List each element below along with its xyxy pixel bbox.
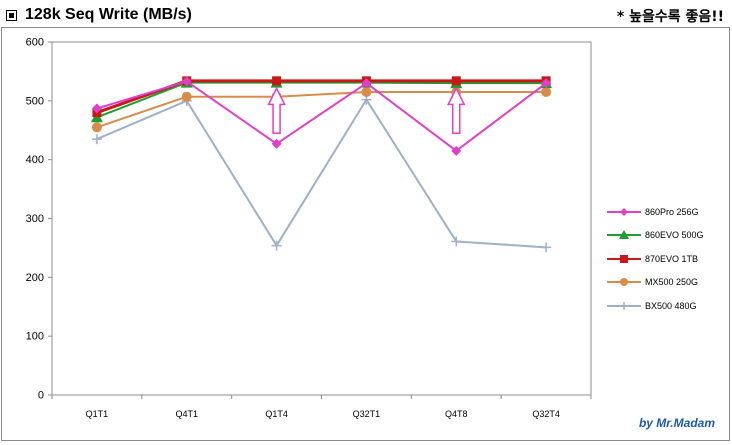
legend-item-bx500-480g: BX500 480G	[607, 294, 717, 318]
data-point-870evo-1tb	[451, 76, 461, 86]
legend-marker	[620, 254, 628, 263]
chart-note: * 높을수록 좋음!!	[616, 9, 724, 25]
data-point-860pro-256g	[91, 103, 102, 114]
y-tick-label: 400	[26, 154, 44, 166]
square-bullet-icon	[6, 9, 17, 21]
x-tick-label: Q4T1	[175, 409, 198, 419]
chart-legend: 860Pro 256G 860EVO 500G 870EVO 1TB MX500 25…	[607, 200, 717, 318]
x-tick-label: Q1T4	[265, 409, 288, 419]
data-point-860pro-256g	[271, 138, 282, 149]
legend-label: BX500 480G	[645, 300, 697, 311]
series-line-bx500-480g	[96, 98, 547, 249]
data-point-860pro-256g	[361, 78, 372, 89]
data-point-bx500-480g	[541, 242, 552, 253]
chart-title: 128k Seq Write (MB/s)	[25, 6, 192, 23]
legend-label: 870EVO 1TB	[645, 253, 699, 264]
data-point-870evo-1tb	[272, 76, 282, 86]
x-tick-label: Q1T1	[86, 409, 109, 419]
legend-swatch	[607, 230, 641, 240]
data-point-860pro-256g	[541, 78, 552, 89]
data-point-bx500-480g	[91, 134, 102, 145]
legend-label: MX500 250G	[645, 277, 699, 288]
series-line-860evo-500g	[96, 81, 547, 119]
y-tick-label: 500	[26, 95, 44, 107]
legend-item-860evo-500g: 860EVO 500G	[607, 224, 717, 248]
x-tick-label: Q32T1	[353, 409, 381, 419]
legend-swatch	[607, 207, 641, 216]
legend-swatch	[607, 278, 641, 287]
series-line-mx500-250g	[96, 91, 547, 129]
data-point-mx500-250g	[91, 122, 102, 133]
y-tick-label: 100	[26, 331, 44, 343]
byline: by Mr.Madam	[638, 416, 715, 430]
legend-marker	[620, 301, 628, 310]
data-point-mx500-250g	[361, 87, 372, 98]
legend-item-870evo-1tb: 870EVO 1TB	[607, 247, 717, 271]
data-point-bx500-480g	[271, 240, 282, 251]
y-tick-label: 600	[26, 37, 44, 49]
legend-item-860pro-256g: 860Pro 256G	[607, 200, 717, 224]
data-point-860pro-256g	[451, 145, 462, 156]
legend-label: 860Pro 256G	[645, 206, 699, 217]
data-point-860pro-256g	[181, 76, 192, 87]
x-tick-label: Q4T8	[445, 409, 468, 419]
data-point-mx500-250g	[541, 87, 552, 98]
data-point-mx500-250g	[181, 91, 192, 102]
chart-header: 128k Seq Write (MB/s) * 높을수록 좋음!!	[0, 0, 732, 30]
series-line-860pro-256g	[96, 80, 547, 152]
legend-label: 860EVO 500G	[645, 230, 704, 241]
y-tick-label: 300	[26, 213, 44, 225]
annotation-up-arrow-icon	[267, 86, 286, 134]
legend-marker	[620, 278, 628, 287]
x-tick-label: Q32T4	[532, 409, 560, 419]
y-tick-label: 200	[26, 272, 44, 284]
legend-marker	[620, 207, 628, 216]
legend-item-mx500-250g: MX500 250G	[607, 271, 717, 295]
title-wrap: 128k Seq Write (MB/s)	[6, 6, 192, 24]
data-point-bx500-480g	[451, 236, 462, 247]
legend-swatch	[607, 254, 641, 263]
legend-swatch	[607, 301, 641, 310]
line-chart: 0 100 200 300 400 500 600 Q1T1 Q4T1 Q1T4 Q32T1 Q4T8…	[26, 37, 592, 419]
annotation-up-arrow-icon	[447, 86, 466, 134]
legend-marker	[619, 230, 629, 240]
y-tick-label: 0	[38, 390, 44, 402]
chart-frame: 0 100 200 300 400 500 600 Q1T1 Q4T1 Q1T4 Q32T1 Q4T8…	[1, 27, 730, 441]
